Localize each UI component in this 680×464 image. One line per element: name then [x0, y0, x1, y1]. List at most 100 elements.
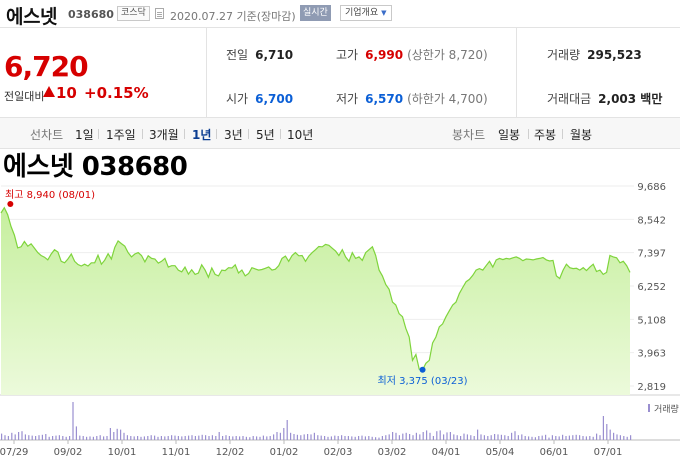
volume-bar [398, 435, 400, 440]
volume-bar [48, 436, 50, 440]
volume-bar [303, 434, 305, 440]
tab-separator [280, 129, 281, 139]
tab-period[interactable]: 5년 [256, 128, 275, 142]
volume-bar [35, 436, 37, 440]
price-summary: 6,720 전일대비 10 +0.15% 전일 6,710 시가 6,700 고가 6… [0, 28, 680, 118]
stat-label: 거래대금 [547, 92, 592, 106]
volume-bar [174, 435, 176, 440]
volume-bar [126, 435, 128, 440]
tab-period[interactable]: 1일 [75, 128, 94, 142]
reference-date: 2020.07.27 기준(장마감) [170, 10, 296, 23]
volume-bar [483, 435, 485, 440]
volume-bar [7, 436, 9, 440]
volume-bar [276, 432, 278, 440]
tab-period[interactable]: 3개월 [149, 128, 179, 142]
volume-bar [582, 436, 584, 440]
volume-bar [239, 436, 241, 440]
volume-bar [596, 433, 598, 440]
volume-bar [65, 436, 67, 440]
volume-bar [341, 435, 343, 440]
volume-bar [201, 434, 203, 440]
volume-bar [38, 435, 40, 440]
volume-bar [477, 429, 479, 440]
volume-bar [215, 436, 217, 440]
tab-separator [562, 129, 563, 139]
volume-bar [575, 434, 577, 440]
divider [516, 28, 517, 118]
volume-bar [521, 434, 523, 440]
volume-bar [446, 432, 448, 440]
volume-bar [109, 428, 111, 440]
volume-bar [256, 436, 258, 440]
volume-bar [31, 435, 33, 440]
volume-bar [228, 436, 230, 440]
change-value: 10 [56, 84, 77, 102]
company-overview-button[interactable]: 기업개요 ▼ [340, 5, 392, 21]
company-overview-label: 기업개요 [345, 8, 379, 18]
y-tick-label: 2,819 [637, 382, 666, 393]
tab-period-active[interactable]: 1년 [192, 128, 212, 142]
volume-bar [344, 436, 346, 440]
volume-bar [460, 436, 462, 440]
volume-bar [623, 436, 625, 440]
volume-bar [225, 435, 227, 440]
volume-bar [395, 432, 397, 440]
volume-bar [143, 436, 145, 440]
y-tick-label: 3,963 [637, 349, 666, 360]
tab-candle[interactable]: 주봉 [534, 128, 557, 142]
low-label: 최저 3,375 (03/23) [378, 375, 468, 387]
volume-bar [426, 430, 428, 440]
volume-bar [378, 437, 380, 440]
y-tick-label: 9,686 [637, 182, 666, 193]
volume-bar [167, 436, 169, 440]
volume-bar [208, 436, 210, 440]
volume-bar [14, 434, 16, 440]
volume-bar [568, 435, 570, 440]
volume-bar [62, 436, 64, 440]
volume-bar [296, 434, 298, 440]
volume-bar [443, 434, 445, 440]
volume-bar [69, 436, 71, 440]
volume-bar [24, 434, 26, 440]
volume-bar [92, 436, 94, 440]
volume-bar [290, 432, 292, 440]
volume-bar [259, 436, 261, 440]
volume-bar [99, 435, 101, 440]
volume-bar [497, 434, 499, 440]
market-badge: 코스닥 [117, 6, 150, 21]
volume-bar [592, 436, 594, 440]
x-tick-label: 10/01 [108, 447, 137, 458]
volume-bar [555, 436, 557, 440]
volume-bar [470, 435, 472, 440]
lower-limit: (하한가 4,700) [407, 92, 488, 106]
tab-candle[interactable]: 일봉 [498, 128, 521, 142]
volume-bar [171, 435, 173, 440]
volume-bar [524, 436, 526, 440]
x-tick-label: 12/02 [216, 447, 245, 458]
volume-bar [11, 432, 13, 440]
volume-bar [96, 436, 98, 440]
volume-bar [562, 434, 564, 440]
document-icon[interactable] [155, 8, 164, 19]
volume-bar [235, 436, 237, 440]
tab-period[interactable]: 3년 [224, 128, 243, 142]
realtime-button[interactable]: 실시간 [300, 5, 331, 21]
tab-separator [528, 129, 529, 139]
stat-low: 저가 6,570 (하한가 4,700) [336, 90, 488, 107]
volume-bar [422, 432, 424, 440]
volume-bar [531, 436, 533, 440]
volume-bar [388, 434, 390, 440]
volume-bar [157, 436, 159, 440]
tab-period[interactable]: 1주일 [106, 128, 136, 142]
volume-bar [453, 434, 455, 440]
volume-bar [358, 436, 360, 440]
volume-bar [589, 436, 591, 440]
stat-value: 6,570 [365, 92, 404, 106]
tab-candle[interactable]: 월봉 [570, 128, 593, 142]
volume-bar [463, 433, 465, 440]
tab-period[interactable]: 10년 [287, 128, 314, 142]
volume-bar [347, 436, 349, 440]
y-axis-labels: 9,686 8,542 7,397 6,252 5,108 3,963 2,819 [637, 182, 666, 393]
volume-bar [528, 436, 530, 440]
